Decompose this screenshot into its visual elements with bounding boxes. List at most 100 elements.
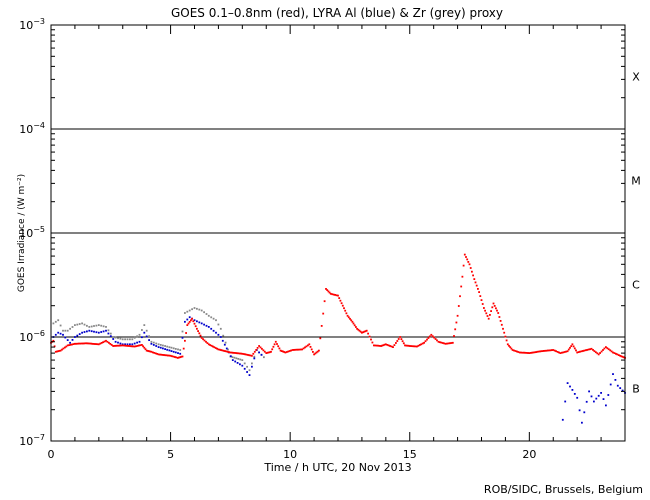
data-point — [159, 353, 161, 356]
data-point — [481, 303, 484, 305]
data-point — [234, 360, 237, 363]
data-point — [162, 347, 164, 350]
data-point — [229, 351, 232, 354]
data-point — [426, 338, 428, 341]
data-point — [322, 312, 325, 315]
data-point — [193, 322, 196, 325]
data-point — [174, 348, 177, 350]
data-point — [359, 330, 362, 333]
data-point — [215, 319, 217, 322]
data-point — [168, 349, 171, 352]
data-point — [389, 345, 391, 347]
data-point — [363, 330, 366, 333]
data-point — [316, 350, 319, 353]
data-point — [462, 264, 465, 267]
data-point — [240, 352, 242, 355]
data-point — [511, 349, 514, 351]
data-point — [537, 350, 540, 353]
data-point — [112, 336, 115, 338]
data-point — [169, 354, 172, 357]
data-point — [194, 325, 197, 328]
data-point — [583, 411, 586, 414]
data-point — [477, 288, 479, 290]
data-point — [120, 344, 123, 347]
data-point — [66, 329, 69, 332]
data-point — [581, 421, 583, 424]
data-point — [150, 340, 153, 343]
data-point — [463, 253, 466, 256]
data-point — [255, 349, 258, 351]
data-point — [541, 350, 544, 352]
data-point — [576, 351, 579, 354]
data-point — [278, 347, 281, 350]
data-point — [466, 258, 469, 261]
flare-class-label-b: B — [632, 382, 640, 395]
data-point — [184, 339, 186, 342]
data-point — [248, 369, 251, 372]
data-point — [502, 327, 504, 330]
data-point — [362, 331, 364, 334]
data-point — [164, 348, 166, 350]
data-point — [487, 317, 490, 320]
data-point — [152, 351, 154, 354]
data-point — [191, 317, 193, 320]
data-point — [229, 355, 232, 358]
data-point — [294, 348, 297, 351]
data-point — [352, 322, 355, 325]
data-point — [573, 347, 576, 350]
data-point — [561, 418, 564, 421]
data-point — [157, 346, 160, 348]
data-point — [304, 346, 306, 349]
data-point — [105, 329, 107, 332]
data-point — [68, 344, 71, 346]
data-point — [239, 363, 241, 366]
series-layer — [50, 253, 626, 424]
data-point — [161, 354, 164, 356]
data-point — [298, 348, 301, 351]
data-point — [95, 331, 98, 334]
data-point — [506, 343, 509, 346]
data-point — [54, 350, 57, 353]
data-point — [52, 322, 55, 325]
data-point — [76, 342, 79, 345]
data-point — [437, 340, 440, 343]
data-point — [246, 365, 248, 368]
data-point — [129, 343, 131, 346]
data-point — [90, 330, 93, 333]
data-point — [473, 278, 476, 280]
data-point — [117, 337, 119, 340]
data-point — [305, 345, 308, 348]
data-point — [351, 320, 354, 323]
data-point — [364, 330, 367, 333]
data-point — [156, 353, 159, 355]
data-point — [377, 344, 380, 347]
data-point — [456, 314, 459, 317]
data-point — [187, 322, 190, 325]
data-point — [152, 341, 155, 344]
data-point — [307, 344, 309, 347]
data-point — [121, 338, 124, 341]
data-point — [234, 352, 237, 354]
data-point — [66, 344, 69, 347]
data-point — [427, 337, 430, 339]
x-tick-label: 10 — [283, 448, 297, 461]
data-point — [117, 341, 119, 344]
data-point — [117, 344, 120, 347]
data-point — [332, 293, 335, 296]
data-point — [186, 318, 189, 321]
data-point — [225, 350, 228, 353]
data-point — [238, 352, 241, 355]
data-point — [593, 350, 596, 352]
data-point — [341, 304, 344, 307]
data-point — [548, 349, 551, 352]
data-point — [583, 349, 586, 352]
data-point — [270, 350, 272, 353]
data-point — [489, 314, 491, 316]
data-point — [96, 343, 99, 346]
data-point — [454, 328, 457, 331]
data-point — [226, 350, 229, 353]
data-point — [343, 307, 345, 310]
data-point — [439, 341, 441, 344]
data-point — [90, 325, 93, 328]
data-point — [576, 396, 579, 399]
